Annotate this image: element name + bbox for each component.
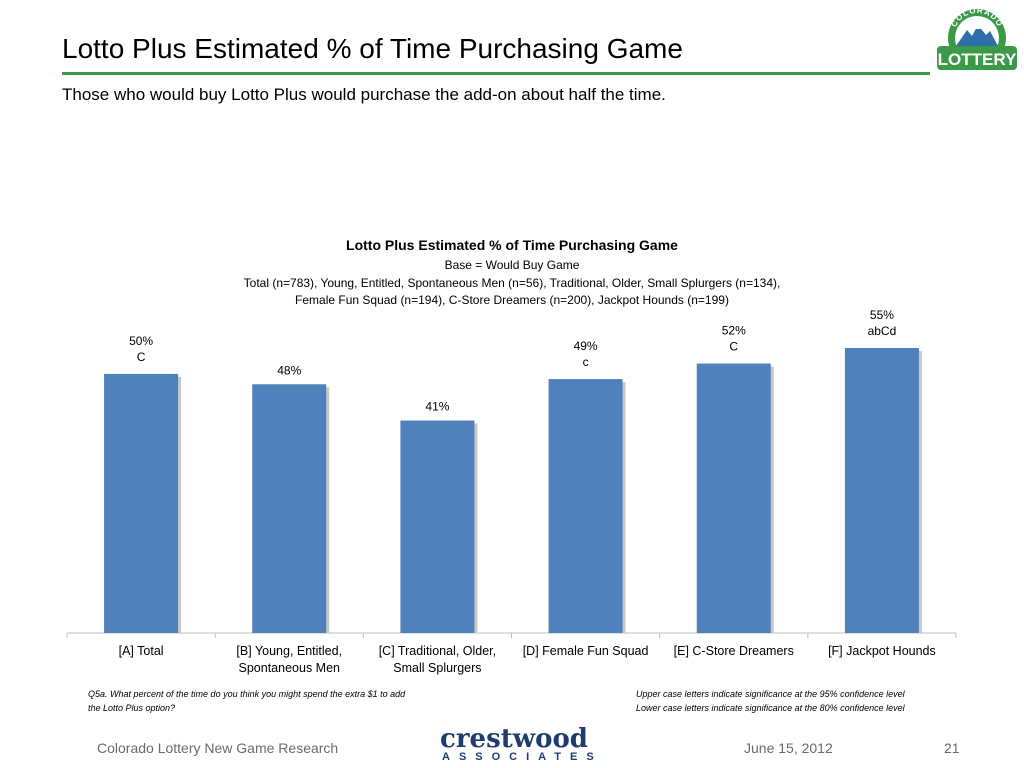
bar-value-label: 52% <box>722 324 746 338</box>
bar <box>844 348 919 633</box>
bar-significance-label: C <box>729 340 738 354</box>
colorado-lottery-logo: COLORADO LOTTERY <box>937 8 1017 70</box>
page-number: 21 <box>944 740 960 756</box>
slide-subtitle: Those who would buy Lotto Plus would pur… <box>62 85 666 104</box>
bar-significance-label: abCd <box>868 324 897 338</box>
crestwood-logo-word: crestwood <box>440 724 588 754</box>
bar-value-label: 49% <box>574 339 598 353</box>
crestwood-logo: crestwood ASSOCIATES <box>432 724 594 764</box>
chart-subtitle-line-2: Total (n=783), Young, Entitled, Spontane… <box>243 276 781 290</box>
bar-value-label: 48% <box>277 363 301 377</box>
category-label: [C] Traditional, Older, <box>379 644 496 658</box>
bar <box>104 373 179 633</box>
bar <box>252 384 327 633</box>
bar <box>400 420 475 633</box>
title-rule <box>62 72 930 75</box>
category-label: Spontaneous Men <box>239 661 341 675</box>
bar-value-label: 50% <box>129 334 153 348</box>
category-label: [F] Jackpot Hounds <box>828 644 936 658</box>
question-footnote: Q5a. What percent of the time do you thi… <box>88 689 406 713</box>
footer-project-name: Colorado Lottery New Game Research <box>97 740 339 756</box>
logo-main-text: LOTTERY <box>938 50 1017 69</box>
category-label: [A] Total <box>119 644 164 658</box>
bar-significance-label: c <box>583 355 589 369</box>
slide-title: Lotto Plus Estimated % of Time Purchasin… <box>62 33 683 64</box>
footer-date: June 15, 2012 <box>744 740 833 756</box>
bar <box>696 363 771 633</box>
bar-value-label: 41% <box>425 400 449 414</box>
chart-title: Lotto Plus Estimated % of Time Purchasin… <box>346 237 678 253</box>
category-label: [D] Female Fun Squad <box>523 644 649 658</box>
bar-significance-label: C <box>137 350 146 364</box>
bar-value-label: 55% <box>870 308 894 322</box>
category-label: [E] C-Store Dreamers <box>674 644 794 658</box>
bar-chart: 50% C [A] Total 48% [B] Young, Entitled, Spon… <box>66 308 957 675</box>
bar <box>548 379 623 633</box>
category-label: Small Splurgers <box>393 661 481 675</box>
significance-footnote: Upper case letters indicate significance… <box>636 689 905 713</box>
crestwood-logo-sub: ASSOCIATES <box>442 751 603 763</box>
category-label: [B] Young, Entitled, <box>236 644 342 658</box>
chart-subtitle-line-1: Base = Would Buy Game <box>444 258 580 272</box>
chart-subtitle-line-3: Female Fun Squad (n=194), C-Store Dreame… <box>295 293 729 307</box>
